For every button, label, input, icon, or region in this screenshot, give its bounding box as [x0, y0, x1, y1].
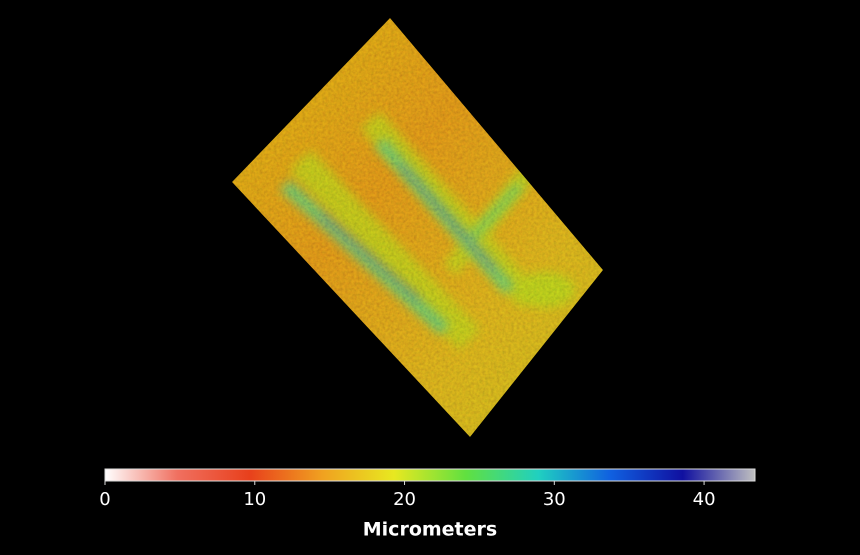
- colorbar: [104, 468, 756, 482]
- tick-label: 30: [543, 489, 566, 510]
- tick-label: 20: [393, 489, 416, 510]
- colorbar-label: Micrometers: [363, 519, 497, 541]
- tick-label: 10: [243, 489, 266, 510]
- tick-label: 40: [693, 489, 716, 510]
- surface-scan: [232, 18, 603, 437]
- tick-label: 0: [99, 489, 110, 510]
